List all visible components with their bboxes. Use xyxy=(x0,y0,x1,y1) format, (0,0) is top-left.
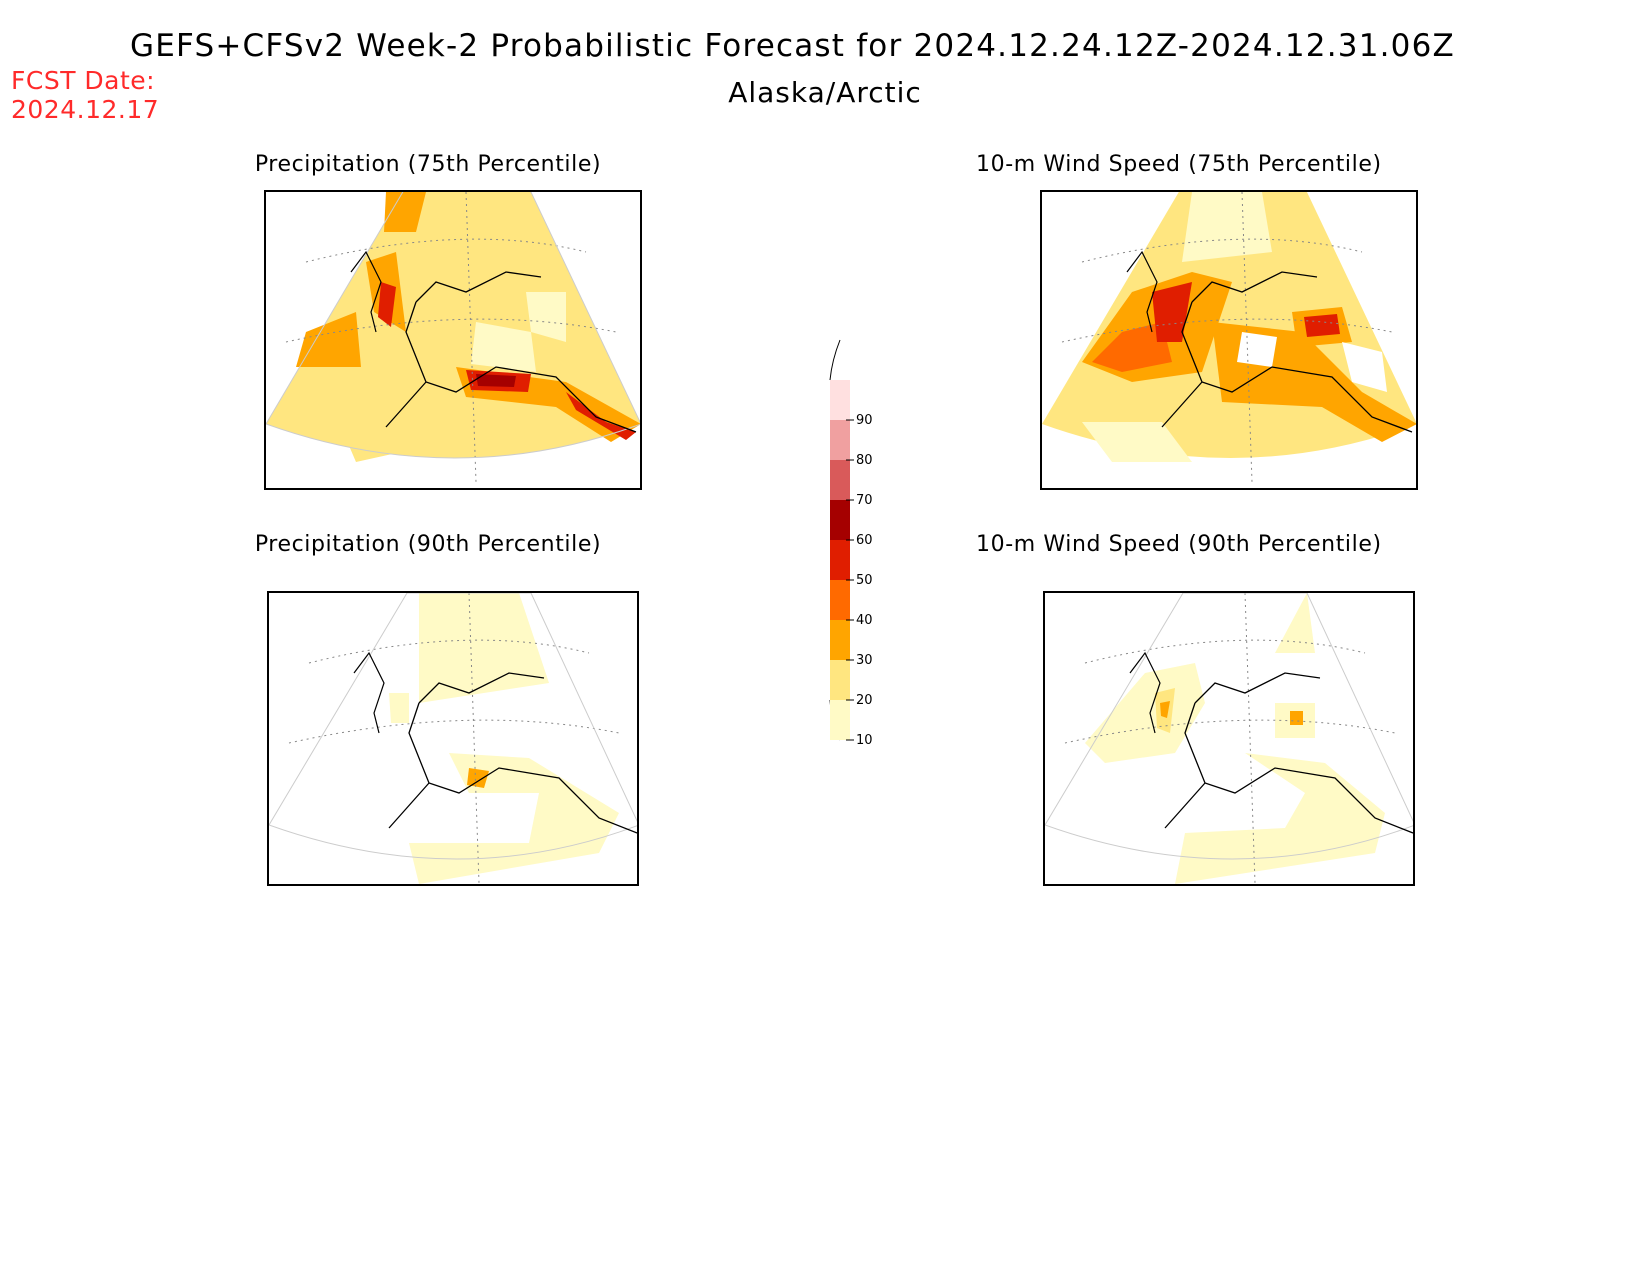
forecast-date-block: FCST Date: 2024.12.17 xyxy=(11,66,159,124)
colorbar-swatch xyxy=(830,460,850,500)
map-precip-75 xyxy=(264,190,642,490)
panel-title-wind-90: 10-m Wind Speed (90th Percentile) xyxy=(976,532,1382,557)
map-wind-75 xyxy=(1040,190,1418,490)
forecast-date-value: 2024.12.17 xyxy=(11,95,160,124)
colorbar-tick-label: 60 xyxy=(856,533,873,548)
colorbar: 10 20 30 40 50 60 70 80 90 xyxy=(829,339,873,748)
colorbar-tick-label: 80 xyxy=(856,453,873,468)
colorbar-top-arrow xyxy=(829,339,841,381)
colorbar-swatch xyxy=(830,420,850,460)
colorbar-swatch xyxy=(830,700,850,740)
colorbar-tick-label: 70 xyxy=(856,493,873,508)
colorbar-tick-label: 90 xyxy=(856,413,873,428)
colorbar-tick-label: 20 xyxy=(856,693,873,708)
panel-title-precip-75: Precipitation (75th Percentile) xyxy=(254,152,602,177)
map-wind-90 xyxy=(1043,591,1415,886)
colorbar-tick-label: 10 xyxy=(856,733,873,748)
forecast-date-label: FCST Date: xyxy=(11,66,156,95)
map-precip-90 xyxy=(267,591,639,886)
colorbar-swatch xyxy=(830,500,850,540)
region-subtitle: Alaska/Arctic xyxy=(728,76,922,109)
figure-title: GEFS+CFSv2 Week-2 Probabilistic Forecast… xyxy=(130,28,1455,64)
colorbar-swatch xyxy=(830,540,850,580)
colorbar-swatch xyxy=(830,620,850,660)
colorbar-swatch xyxy=(830,660,850,700)
colorbar-tick-label: 50 xyxy=(856,573,873,588)
colorbar-tick-label: 40 xyxy=(856,613,873,628)
panel-title-precip-90: Precipitation (90th Percentile) xyxy=(254,532,602,557)
colorbar-swatch xyxy=(830,580,850,620)
panel-title-wind-75: 10-m Wind Speed (75th Percentile) xyxy=(976,152,1382,177)
colorbar-swatch xyxy=(830,380,850,420)
colorbar-tick-label: 30 xyxy=(856,653,873,668)
